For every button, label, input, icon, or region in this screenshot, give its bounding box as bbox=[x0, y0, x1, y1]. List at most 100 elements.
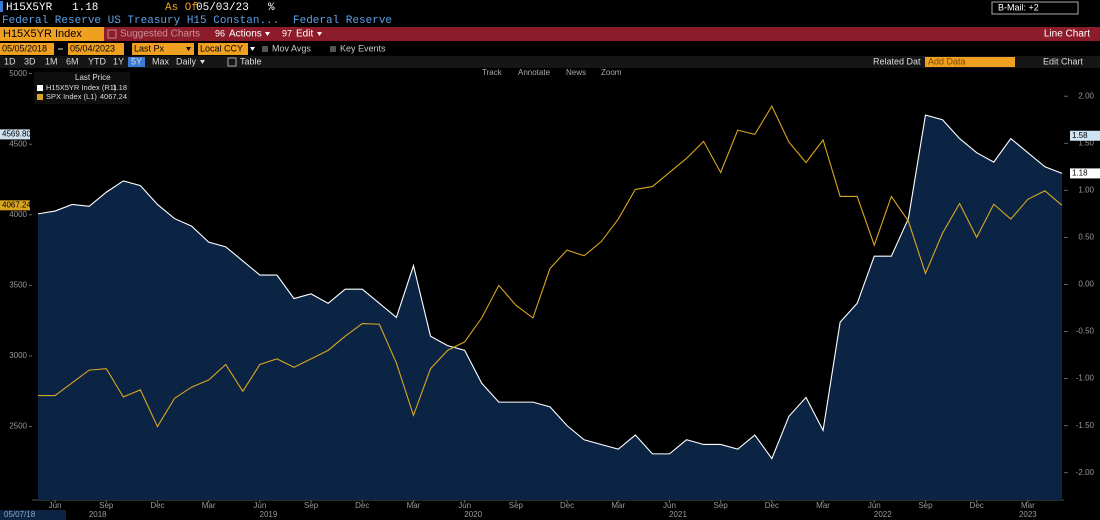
chart-tool[interactable]: Zoom bbox=[601, 68, 622, 77]
y-tick-label: 3500 bbox=[9, 281, 27, 290]
add-data-box[interactable] bbox=[925, 57, 1015, 67]
dropdown-arrow bbox=[317, 32, 322, 36]
x-tick-label: Dec bbox=[150, 501, 164, 510]
chart-tool[interactable]: Annotate bbox=[518, 68, 551, 77]
period-button[interactable]: YTD bbox=[88, 56, 107, 66]
x-tick-label: Sep bbox=[304, 501, 319, 510]
series-area bbox=[38, 115, 1062, 500]
x-tick-label: Sep bbox=[99, 501, 114, 510]
last-value-tag-label: 4067.24 bbox=[2, 200, 31, 209]
period-bar bbox=[0, 56, 1100, 68]
x-year-label: 2019 bbox=[260, 510, 278, 519]
start-date[interactable]: 05/05/2018 bbox=[2, 43, 47, 53]
x-tick-label: Jun bbox=[663, 501, 676, 510]
x-tick-label: Jun bbox=[458, 501, 471, 510]
y2-tick-label: -0.50 bbox=[1076, 327, 1095, 336]
x-tick-label: Mar bbox=[1021, 501, 1035, 510]
as-of-label: As Of bbox=[165, 2, 198, 14]
dropdown-arrow bbox=[250, 47, 255, 51]
y2-tick-label: 1.50 bbox=[1078, 138, 1094, 147]
period-button[interactable]: 1Y bbox=[113, 56, 124, 66]
x-year-label: 2023 bbox=[1019, 510, 1037, 519]
x-year-label: 2020 bbox=[464, 510, 482, 519]
legend-label: H15X5YR Index (R1) bbox=[46, 83, 117, 92]
end-date[interactable]: 05/04/2023 bbox=[70, 43, 115, 53]
mail-box[interactable] bbox=[991, 1, 1079, 15]
table-icon bbox=[227, 57, 237, 67]
period-selected bbox=[128, 57, 145, 67]
chart-tool[interactable]: News bbox=[566, 68, 586, 77]
x-tick-label: Jun bbox=[868, 501, 881, 510]
y-tick-label: 4500 bbox=[9, 139, 27, 148]
last-value-tag bbox=[1070, 168, 1100, 179]
mail[interactable]: B-Mail: +2 bbox=[998, 2, 1039, 12]
x-tick-label: Dec bbox=[765, 501, 779, 510]
dropdown-arrow bbox=[186, 47, 191, 51]
y2-tick-label: -2.00 bbox=[1076, 468, 1095, 477]
y2-tick-label: 1.00 bbox=[1078, 185, 1094, 194]
legend-value: 4067.24 bbox=[100, 92, 127, 101]
last-value-tag-label: 1.18 bbox=[1072, 169, 1088, 178]
series-line bbox=[37, 114, 1063, 460]
security-box[interactable] bbox=[0, 27, 104, 41]
unit: % bbox=[268, 2, 275, 14]
y-tick-label: 3000 bbox=[9, 351, 27, 360]
y-tick-label: 5000 bbox=[9, 69, 27, 78]
x-tick-label: Jun bbox=[253, 501, 266, 510]
mov-avgs[interactable]: Mov Avgs bbox=[272, 43, 311, 53]
key-events[interactable]: Key Events bbox=[340, 43, 386, 53]
frequency[interactable]: Daily bbox=[176, 56, 197, 66]
dropdown-arrow bbox=[265, 32, 270, 36]
period-button[interactable]: 1M bbox=[45, 56, 58, 66]
actions-key[interactable]: 96 bbox=[215, 28, 225, 38]
series-line bbox=[38, 104, 1063, 428]
security[interactable]: H15X5YR Index bbox=[3, 28, 82, 40]
chart-type: Line Chart bbox=[1044, 29, 1090, 40]
y-tick-label: 4000 bbox=[9, 210, 27, 219]
add-data[interactable]: Add Data bbox=[928, 56, 966, 66]
currency-box[interactable] bbox=[198, 43, 248, 55]
field-box[interactable] bbox=[132, 43, 194, 55]
y2-tick-label: -1.50 bbox=[1076, 421, 1095, 430]
x-year-label: 2021 bbox=[669, 510, 687, 519]
y-tick-label: 2500 bbox=[9, 422, 27, 431]
x-tick-label: Sep bbox=[509, 501, 524, 510]
end-date-box[interactable] bbox=[68, 43, 124, 55]
period-button[interactable]: Max bbox=[152, 56, 170, 66]
start-label: 05/07/18 bbox=[4, 510, 36, 519]
edit-chart[interactable]: Edit Chart bbox=[1043, 56, 1084, 66]
legend-box bbox=[34, 72, 130, 104]
period-button[interactable]: 3D bbox=[24, 56, 36, 66]
legend-value: 1.18 bbox=[112, 83, 127, 92]
key-events-check[interactable] bbox=[330, 46, 336, 52]
actions[interactable]: Actions bbox=[229, 29, 262, 40]
chart-tool[interactable]: Track bbox=[482, 68, 503, 77]
x-tick-label: Mar bbox=[611, 501, 625, 510]
start-date-box[interactable] bbox=[0, 43, 54, 55]
x-tick-label: Dec bbox=[355, 501, 369, 510]
related[interactable]: Related Dat bbox=[873, 56, 921, 66]
period-button[interactable]: 1D bbox=[4, 56, 16, 66]
currency[interactable]: Local CCY bbox=[200, 43, 243, 53]
y2-tick-label: 0.50 bbox=[1078, 233, 1094, 242]
legend-swatch bbox=[37, 85, 43, 91]
x-tick-label: Mar bbox=[407, 501, 421, 510]
edit[interactable]: Edit bbox=[296, 29, 313, 40]
marker-tag bbox=[1070, 130, 1100, 141]
x-tick-label: Mar bbox=[202, 501, 216, 510]
table[interactable]: Table bbox=[240, 56, 262, 66]
start-label-box bbox=[0, 510, 66, 520]
command-bar bbox=[0, 27, 1100, 41]
x-tick-label: Sep bbox=[714, 501, 729, 510]
edit-key[interactable]: 97 bbox=[282, 28, 292, 38]
x-year-label: 2018 bbox=[89, 510, 107, 519]
mov-avgs-check[interactable] bbox=[262, 46, 268, 52]
x-tick-label: Sep bbox=[918, 501, 933, 510]
suggested[interactable]: Suggested Charts bbox=[120, 29, 200, 40]
field[interactable]: Last Px bbox=[134, 43, 165, 53]
period-button[interactable]: 5Y bbox=[131, 56, 142, 66]
period-button[interactable]: 6M bbox=[66, 56, 79, 66]
legend-label: SPX Index (L1) bbox=[46, 92, 97, 101]
